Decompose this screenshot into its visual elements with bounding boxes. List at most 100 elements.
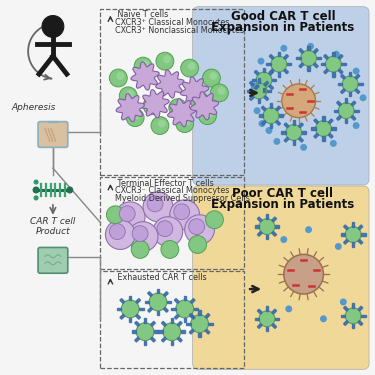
Circle shape (141, 60, 149, 68)
Polygon shape (269, 70, 274, 75)
Polygon shape (352, 303, 354, 308)
Circle shape (345, 226, 361, 243)
Polygon shape (180, 77, 209, 105)
Polygon shape (181, 330, 185, 333)
Polygon shape (352, 324, 354, 328)
Circle shape (181, 59, 199, 77)
Circle shape (199, 107, 216, 124)
Text: Terminal Effector T cells: Terminal Effector T cells (116, 178, 214, 188)
Polygon shape (157, 311, 159, 315)
Circle shape (254, 107, 261, 114)
Circle shape (198, 95, 206, 103)
Circle shape (342, 76, 358, 92)
Circle shape (335, 243, 342, 250)
Polygon shape (129, 318, 131, 322)
Circle shape (34, 180, 38, 184)
Polygon shape (341, 315, 345, 317)
Circle shape (183, 118, 190, 126)
Circle shape (338, 103, 354, 118)
Circle shape (217, 87, 225, 95)
Polygon shape (328, 133, 333, 138)
Text: Exhausted CAR T cells: Exhausted CAR T cells (116, 273, 207, 282)
Polygon shape (269, 54, 274, 59)
Polygon shape (349, 72, 351, 76)
Polygon shape (249, 96, 254, 100)
Circle shape (189, 219, 204, 235)
Circle shape (119, 206, 135, 222)
Polygon shape (186, 322, 190, 325)
Polygon shape (358, 225, 363, 230)
Polygon shape (358, 321, 363, 326)
Circle shape (280, 45, 287, 52)
Polygon shape (322, 136, 325, 141)
Polygon shape (120, 298, 125, 303)
Circle shape (126, 109, 144, 126)
Polygon shape (189, 314, 194, 318)
Polygon shape (299, 49, 304, 53)
Circle shape (190, 92, 208, 110)
Bar (100, 177, 244, 269)
Polygon shape (139, 308, 144, 310)
Circle shape (258, 120, 266, 127)
Polygon shape (284, 54, 288, 59)
Circle shape (340, 298, 347, 305)
Circle shape (34, 196, 38, 200)
Polygon shape (177, 337, 182, 342)
Polygon shape (324, 54, 328, 59)
Circle shape (158, 120, 166, 128)
Circle shape (326, 56, 341, 72)
Text: CXCR3⁻ Classical Monocytes: CXCR3⁻ Classical Monocytes (116, 186, 230, 195)
Polygon shape (328, 119, 333, 124)
Polygon shape (209, 322, 213, 325)
Polygon shape (345, 118, 347, 123)
Polygon shape (190, 92, 219, 120)
Polygon shape (298, 137, 303, 142)
Text: Poor CAR T cell: Poor CAR T cell (232, 187, 333, 200)
Polygon shape (177, 321, 182, 326)
Circle shape (174, 204, 190, 220)
Polygon shape (116, 94, 144, 122)
Polygon shape (284, 123, 289, 128)
Polygon shape (340, 89, 345, 93)
Circle shape (286, 124, 302, 140)
Polygon shape (287, 63, 291, 65)
Polygon shape (136, 314, 141, 319)
Polygon shape (263, 88, 265, 92)
Polygon shape (132, 330, 136, 333)
Polygon shape (144, 318, 146, 323)
Polygon shape (278, 72, 280, 76)
Polygon shape (299, 63, 304, 68)
Polygon shape (355, 74, 360, 79)
Polygon shape (341, 233, 345, 236)
Polygon shape (352, 243, 354, 247)
Polygon shape (344, 321, 348, 326)
Polygon shape (162, 321, 166, 326)
Polygon shape (292, 120, 295, 124)
Circle shape (151, 117, 169, 135)
Circle shape (33, 187, 39, 193)
Polygon shape (352, 222, 354, 226)
Polygon shape (272, 324, 276, 328)
Circle shape (352, 122, 360, 129)
Circle shape (134, 57, 152, 75)
Polygon shape (361, 315, 366, 317)
Polygon shape (292, 140, 295, 145)
Polygon shape (150, 321, 155, 326)
Polygon shape (316, 57, 321, 59)
Circle shape (251, 83, 267, 99)
Polygon shape (322, 116, 325, 121)
FancyBboxPatch shape (193, 7, 369, 185)
Polygon shape (276, 106, 280, 111)
Circle shape (156, 52, 174, 70)
Polygon shape (144, 340, 146, 345)
Circle shape (132, 226, 148, 242)
Circle shape (169, 99, 187, 117)
Polygon shape (334, 110, 338, 112)
Polygon shape (337, 101, 342, 106)
Circle shape (345, 308, 361, 324)
Circle shape (150, 100, 158, 108)
Polygon shape (255, 225, 259, 228)
Polygon shape (194, 308, 198, 310)
Polygon shape (189, 329, 194, 334)
Polygon shape (272, 231, 276, 236)
